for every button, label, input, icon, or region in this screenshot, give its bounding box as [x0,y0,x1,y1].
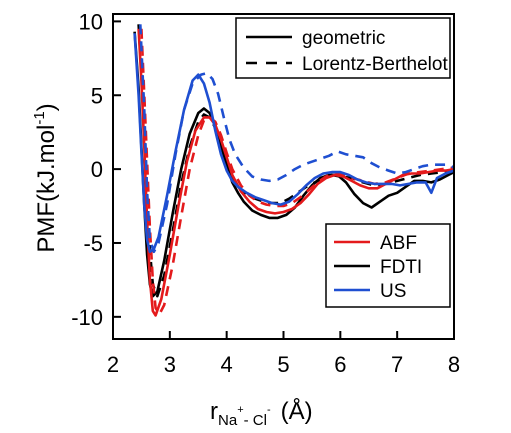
x-axis-label-minus: - [267,404,271,416]
x-axis-label: rNa+- Cl- (Å) [210,397,313,429]
legend-fdti-label: FDTI [380,257,422,278]
x-tick-label: 3 [164,352,176,377]
y-axis-label-main: PMF(kJ.mol [33,125,60,253]
series-layer [133,24,455,317]
x-tick-label: 8 [448,352,460,377]
y-tick-label: 10 [79,9,103,34]
series-abf-lorentz-berthelot [140,28,455,316]
x-axis-label-plus: + [237,404,243,416]
x-axis-label-unit: (Å) [281,397,313,425]
legend-abf-label: ABF [380,233,417,254]
x-tick-label: 5 [277,352,289,377]
y-tick-label: 5 [91,83,103,108]
series-fdti-geometric [133,31,455,298]
y-axis-label-sup: -1 [31,111,48,124]
x-tick-label: 6 [334,352,346,377]
legend-us-label: US [380,281,406,302]
legend-mixing-rule: geometric Lorentz-Berthelot [235,17,451,79]
x-tick-label: 4 [221,352,233,377]
y-axis-label-close: ) [33,103,60,111]
x-axis-label-r: r [210,398,218,425]
y-tick-label: 0 [91,157,103,182]
y-axis-label: PMF(kJ.mol-1) [31,103,60,252]
ticks-layer: 2 3 4 5 6 7 8 10 5 0 -5 -10 [71,9,460,377]
series-us-geometric [133,33,455,254]
x-axis-label-dash: - Cl [244,412,267,429]
legend-lorentz-berthelot-label: Lorentz-Berthelot [302,54,448,75]
series-us-lorentz-berthelot [139,24,455,254]
x-tick-label: 7 [391,352,403,377]
y-tick-label: -5 [83,231,103,256]
legend-mixing-box [235,17,451,79]
legend-method: ABF FDTI US [325,223,451,308]
legend-geometric-label: geometric [302,28,385,49]
x-axis-label-na: Na [218,412,238,429]
x-tick-label: 2 [107,352,119,377]
y-tick-label: -10 [71,305,103,330]
